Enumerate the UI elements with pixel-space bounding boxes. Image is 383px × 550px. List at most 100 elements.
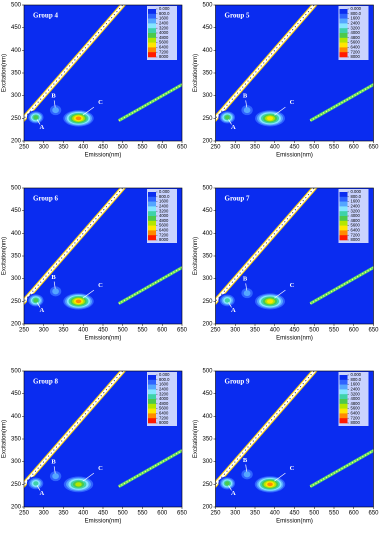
y-tick-label: 300 [11, 93, 22, 99]
colorbar-swatch [339, 399, 348, 405]
y-tick-label: 250 [202, 482, 213, 488]
peak-label: A [39, 124, 44, 131]
colorbar-label: 8000 [159, 54, 169, 59]
colorbar-swatch [148, 230, 156, 236]
x-axis-label: Emission(nm) [276, 336, 313, 342]
y-tick-label: 300 [11, 276, 22, 282]
colorbar-swatch [148, 42, 156, 48]
peak-label: A [39, 490, 44, 497]
y-tick-label: 300 [202, 276, 213, 282]
x-tick-label: 450 [289, 145, 300, 151]
x-tick-label: 400 [78, 145, 89, 151]
panel-title: Group 6 [33, 195, 58, 203]
y-tick-label: 450 [202, 25, 213, 31]
y-tick-label: 500 [11, 3, 22, 9]
colorbar-swatch [339, 9, 348, 15]
peak-label: B [51, 93, 56, 100]
colorbar-swatch [339, 408, 348, 414]
colorbar-swatch [339, 206, 348, 212]
colorbar-swatch [148, 235, 156, 241]
x-axis-label: Emission(nm) [85, 153, 122, 159]
colorbar-label: 4800 [159, 218, 169, 223]
y-axis-label: Excitation(nm) [2, 420, 8, 458]
x-tick-label: 650 [177, 145, 188, 151]
colorbar-label: 2400 [351, 204, 361, 209]
colorbar-label: 3200 [159, 391, 169, 396]
y-tick-label: 400 [202, 231, 213, 237]
x-tick-label: 300 [230, 328, 241, 334]
colorbar-swatch [148, 389, 156, 395]
colorbar-swatch [339, 42, 348, 48]
x-axis-label: Emission(nm) [85, 519, 122, 525]
y-tick-label: 500 [11, 369, 22, 375]
panel-title: Group 4 [33, 12, 58, 20]
x-tick-label: 650 [177, 328, 188, 334]
y-tick-label: 200 [11, 505, 22, 511]
x-tick-label: 350 [250, 328, 261, 334]
y-tick-label: 400 [11, 231, 22, 237]
peak-arrow [245, 464, 248, 472]
peak-label: C [290, 99, 295, 106]
scatter-band [215, 371, 317, 487]
colorbar-swatch [148, 196, 156, 202]
x-tick-label: 450 [98, 328, 109, 334]
colorbar-swatch [148, 220, 156, 226]
peak-arrow [36, 302, 41, 308]
peak [75, 116, 82, 121]
x-tick-label: 250 [210, 511, 221, 517]
y-tick-label: 450 [202, 391, 213, 397]
y-tick-label: 400 [202, 414, 213, 420]
second-order-band [118, 449, 182, 488]
colorbar-swatch [339, 13, 348, 19]
colorbar-label: 3200 [351, 25, 361, 30]
peak-label: B [243, 93, 248, 100]
colorbar-label: 5600 [159, 406, 169, 411]
y-tick-label: 250 [11, 299, 22, 305]
x-tick-label: 500 [118, 511, 129, 517]
y-tick-label: 400 [11, 414, 22, 420]
colorbar-label: 4800 [351, 218, 361, 223]
colorbar-label: 2400 [351, 387, 361, 392]
peak-label: C [98, 99, 103, 106]
colorbar-label: 6400 [159, 45, 169, 50]
x-tick-label: 600 [157, 511, 168, 517]
peak [75, 299, 82, 304]
colorbar-swatch [148, 216, 156, 222]
panel-title: Group 5 [225, 12, 250, 20]
plot-content: A B C [215, 188, 374, 314]
peak-arrow [245, 283, 248, 291]
colorbar-swatch [148, 9, 156, 15]
peak [224, 298, 230, 303]
colorbar-swatch [148, 37, 156, 43]
colorbar-label: 8000 [351, 54, 361, 59]
colorbar-swatch [148, 23, 156, 29]
colorbar-swatch [339, 403, 348, 409]
colorbar-label: 1600 [351, 382, 361, 387]
second-order-band [309, 449, 374, 488]
colorbar-label: 800.0 [159, 11, 170, 16]
peak-arrow [53, 100, 56, 108]
x-tick-label: 550 [329, 145, 340, 151]
y-tick-label: 250 [202, 116, 213, 122]
x-tick-label: 450 [289, 511, 300, 517]
peak-label: C [98, 465, 103, 472]
x-tick-label: 400 [270, 511, 281, 517]
colorbar-swatch [339, 389, 348, 395]
colorbar-swatch [148, 28, 156, 34]
x-tick-label: 500 [309, 145, 320, 151]
colorbar-label: 800.0 [351, 377, 362, 382]
colorbar-label: 0.000 [351, 372, 362, 377]
peak [243, 107, 251, 114]
colorbar-swatch [339, 216, 348, 222]
colorbar-label: 8000 [159, 420, 169, 425]
colorbar-label: 2400 [159, 387, 169, 392]
colorbar-label: 5600 [159, 40, 169, 45]
colorbar-swatch [339, 37, 348, 43]
x-tick-label: 600 [349, 328, 360, 334]
colorbar-label: 1600 [159, 16, 169, 21]
colorbar-label: 8000 [351, 420, 361, 425]
x-tick-label: 450 [98, 511, 109, 517]
x-tick-label: 400 [270, 145, 281, 151]
plot-content: A B C [24, 188, 182, 314]
x-tick-label: 550 [137, 145, 148, 151]
